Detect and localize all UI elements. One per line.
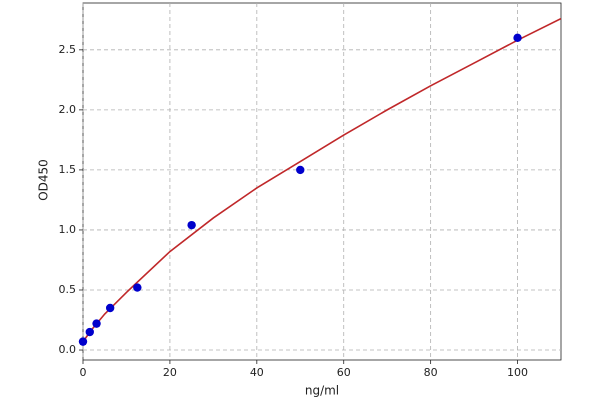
y-tick-label: 2.0 — [59, 103, 77, 116]
data-point — [187, 220, 196, 230]
y-tick-label: 1.5 — [59, 163, 77, 176]
y-tick-label: 2.5 — [59, 43, 77, 56]
data-point — [105, 303, 115, 313]
data-point — [85, 327, 94, 337]
x-tick-label: 0 — [80, 366, 87, 379]
y-tick-label: 0.5 — [59, 283, 77, 296]
data-point — [133, 283, 142, 292]
y-axis-label: OD450 — [37, 159, 51, 201]
y-tick-label: 1.0 — [59, 223, 77, 236]
y-tick-label: 0.0 — [59, 343, 77, 356]
data-point — [296, 165, 305, 175]
x-axis-label: ng/ml — [305, 384, 339, 398]
x-tick-label: 20 — [163, 366, 177, 379]
x-tick-label: 40 — [250, 366, 264, 379]
x-tick-label: 60 — [337, 366, 351, 379]
plot-area — [82, 2, 562, 361]
x-tick-label: 80 — [424, 366, 438, 379]
data-point — [78, 337, 88, 346]
data-point — [513, 33, 522, 43]
data-point — [92, 319, 101, 328]
x-tick-label: 100 — [507, 366, 528, 379]
